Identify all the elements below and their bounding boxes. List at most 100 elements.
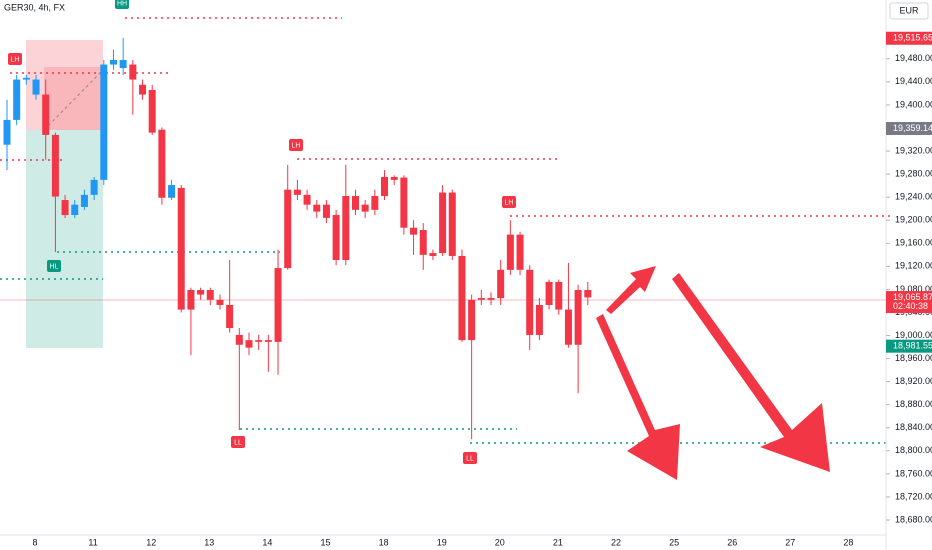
candle-body [574, 289, 582, 345]
trade-line [43, 69, 104, 131]
candle-body [487, 298, 495, 300]
x-tick-label: 19 [437, 537, 447, 547]
candle-body [80, 194, 88, 207]
candle-body [13, 79, 21, 120]
annotation: HH [117, 0, 127, 7]
candle-body [555, 281, 563, 310]
x-tick-label: 27 [785, 537, 795, 547]
x-tick-label: 18 [379, 537, 389, 547]
candle-body [187, 289, 195, 310]
candle-body [293, 189, 301, 195]
candle-body [361, 204, 369, 212]
candle-body [90, 179, 98, 195]
currency-box[interactable] [889, 2, 929, 20]
candle-body [351, 196, 359, 210]
y-tick-label: 19,000.00 [895, 330, 932, 340]
y-tick-label: 18,720.00 [895, 491, 932, 501]
price-label: 19,515.65 [893, 33, 932, 43]
candle-body [526, 269, 534, 335]
x-tick-label: 14 [262, 537, 272, 547]
candles [3, 38, 592, 440]
countdown: 02:40:38 [893, 301, 928, 311]
candle-body [439, 192, 447, 254]
candle-body [100, 64, 108, 180]
candle-body [177, 187, 185, 310]
drawings [0, 17, 890, 480]
candle-body [497, 269, 505, 299]
candle-body [458, 255, 466, 341]
candle-body [322, 204, 330, 218]
candle-body [51, 134, 59, 197]
candle-body [245, 340, 253, 348]
candle-body [419, 230, 427, 255]
candle-body [109, 59, 117, 65]
candle-body [284, 189, 292, 269]
y-tick-label: 18,680.00 [895, 514, 932, 524]
candle-body [42, 94, 50, 135]
y-tick-label: 19,240.00 [895, 192, 932, 202]
price-label-box [886, 291, 932, 314]
candle-body [3, 119, 11, 145]
candle-body [429, 253, 437, 256]
candle-body [158, 129, 166, 198]
y-tick-label: 19,120.00 [895, 261, 932, 271]
y-tick-label: 19,480.00 [895, 53, 932, 63]
candle-body [400, 177, 408, 228]
candle-body [506, 234, 514, 270]
x-tick-label: 22 [611, 537, 621, 547]
candle-body [564, 309, 572, 345]
arrow [672, 273, 830, 472]
candle-body [255, 340, 263, 342]
candle-body [381, 176, 389, 197]
annotation-box [115, 0, 129, 9]
y-tick-label: 18,960.00 [895, 353, 932, 363]
x-tick-label: 13 [204, 537, 214, 547]
y-tick-label: 18,880.00 [895, 399, 932, 409]
x-tick-label: 15 [320, 537, 330, 547]
candle-body [206, 289, 214, 300]
annotation: LH [292, 142, 301, 149]
candle-body [468, 299, 476, 341]
currency[interactable]: EUR [899, 5, 919, 15]
x-tick-label: 25 [669, 537, 679, 547]
price-label: 18,981.55 [893, 341, 932, 351]
candle-body [448, 192, 456, 256]
y-tick-label: 19,200.00 [895, 215, 932, 225]
candle-body [119, 59, 127, 69]
candle-body [264, 340, 272, 342]
candle-body [371, 196, 379, 210]
annotation-box [47, 260, 61, 272]
candle-body [584, 289, 592, 298]
candle-body [274, 268, 282, 342]
arrow [596, 314, 680, 480]
annotation-box [231, 436, 245, 448]
candle-body [477, 298, 485, 300]
candle-body [313, 204, 321, 212]
candle-body [545, 281, 553, 305]
y-tick-label: 19,320.00 [895, 145, 932, 155]
y-tick-label: 19,080.00 [895, 284, 932, 294]
candle-body [516, 234, 524, 270]
x-tick-label: 26 [727, 537, 737, 547]
x-tick-label: 21 [553, 537, 563, 547]
annotation: LH [11, 56, 20, 63]
x-tick-label: 12 [146, 537, 156, 547]
symbol-title: GER30, 4h, FX [4, 2, 65, 12]
candle-body [139, 84, 147, 95]
price-label: 19,065.87 [893, 292, 932, 302]
price-label: 19,359.14 [893, 123, 932, 133]
annotation-box [463, 452, 477, 464]
annotation: LL [234, 439, 242, 446]
price-label-box [886, 339, 932, 353]
annotation-box [8, 53, 22, 65]
candle-body [410, 227, 418, 235]
candle-body [342, 196, 350, 261]
candle-body [303, 194, 311, 205]
candle-body [148, 89, 156, 133]
x-tick-label: 20 [495, 537, 505, 547]
candle-body [332, 215, 340, 261]
x-tick-label: 11 [88, 537, 97, 547]
y-tick-label: 18,760.00 [895, 468, 932, 478]
